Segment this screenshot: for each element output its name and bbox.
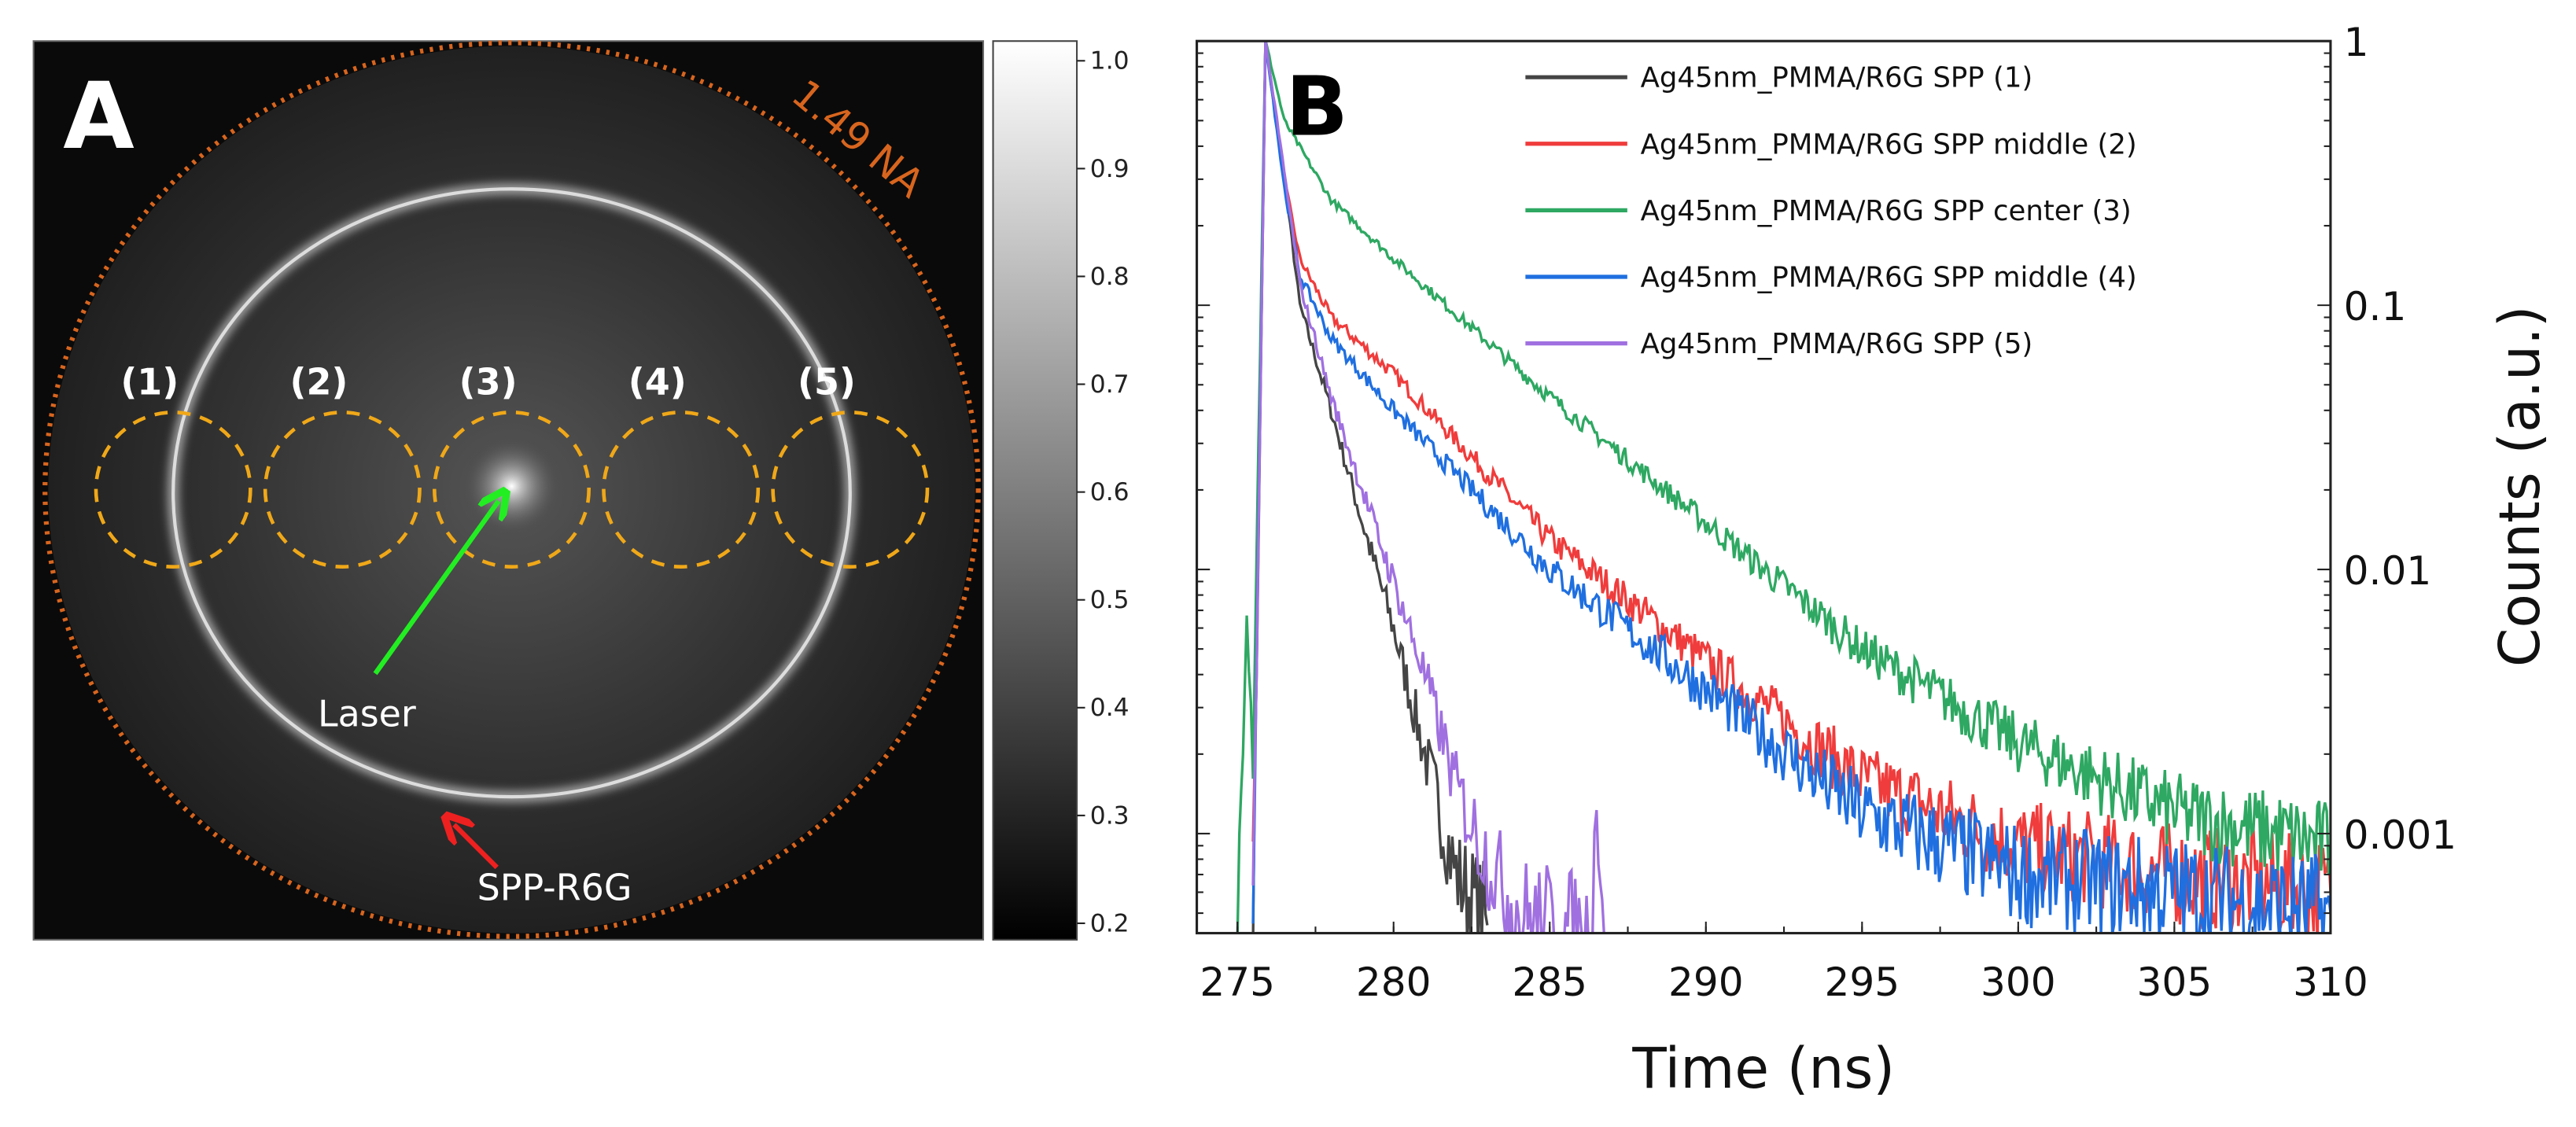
y-tick-label: 0.1 [2344,283,2407,330]
panel-a-image: (1) (2) (3) (4) (5) A 1.49 NA Laser SPP-R6G [32,40,985,941]
x-tick-label: 285 [1512,959,1587,1005]
series-line-5 [1251,41,1605,934]
colorbar-tick-label: 0.8 [1090,263,1130,291]
legend-entry: Ag45nm_PMMA/R6G SPP (5) [1641,328,2033,360]
colorbar-tick-label: 0.6 [1090,478,1130,506]
region-label: (2) [289,360,348,403]
laser-arrow-icon [373,501,499,676]
x-tick-label: 280 [1356,959,1432,1005]
x-tick-label: 290 [1668,959,1744,1005]
colorbar-tick-label: 0.7 [1090,370,1130,399]
region-label: (5) [798,360,856,403]
region-circle [94,411,252,569]
region-circle [433,411,591,569]
y-tick-label: 0.001 [2344,812,2457,858]
region-circle [602,411,761,569]
y-axis-label: Counts (a.u.) [2487,306,2552,668]
plot-frame [1195,39,2332,935]
y-tick-label: 0.01 [2344,547,2432,594]
spp-arrow-icon [454,825,499,870]
colorbar: 1.0 0.9 0.8 0.7 0.6 0.5 0.4 0.3 0.2 [992,40,1130,941]
region-label: (1) [120,360,179,403]
colorbar-tick-label: 1.0 [1090,47,1130,76]
region-circle [263,411,422,569]
colorbar-tick-label: 0.5 [1090,586,1130,614]
panel-a-label: A [63,62,135,170]
colorbar-tick-label: 0.3 [1090,801,1130,830]
legend-entry: Ag45nm_PMMA/R6G SPP middle (2) [1641,128,2137,160]
laser-spot [462,436,562,536]
region-circle [771,411,930,569]
na-circle [42,40,981,939]
x-tick-label: 310 [2293,959,2368,1005]
laser-label: Laser [318,692,416,735]
colorbar-tick-label: 0.4 [1090,694,1130,722]
x-axis-label: Time (ns) [1631,1036,1895,1101]
region-circles: (1) (2) (3) (4) (5) [94,360,930,569]
legend: Ag45nm_PMMA/R6G SPP (1) Ag45nm_PMMA/R6G S… [1525,62,2137,360]
legend-entry: Ag45nm_PMMA/R6G SPP middle (4) [1641,262,2137,294]
series-line-1 [1251,41,1489,934]
x-tick-label: 300 [1981,959,2056,1005]
x-tick-label: 275 [1200,959,1275,1005]
region-label: (4) [628,360,687,403]
legend-entry: Ag45nm_PMMA/R6G SPP center (3) [1641,195,2132,227]
colorbar-tick-label: 0.9 [1090,155,1130,183]
x-tick-label: 305 [2137,959,2213,1005]
x-tick-label: 295 [1824,959,1900,1005]
series-line-4 [1251,41,2331,934]
spp-label: SPP-R6G [477,867,632,909]
panel-b-label: B [1285,58,1348,154]
colorbar-tick-label: 0.2 [1090,909,1130,937]
legend-entry: Ag45nm_PMMA/R6G SPP (1) [1641,62,2033,94]
y-tick-label: 1 [2344,19,2369,65]
region-label: (3) [459,360,518,403]
series-line-3 [1236,41,2331,934]
